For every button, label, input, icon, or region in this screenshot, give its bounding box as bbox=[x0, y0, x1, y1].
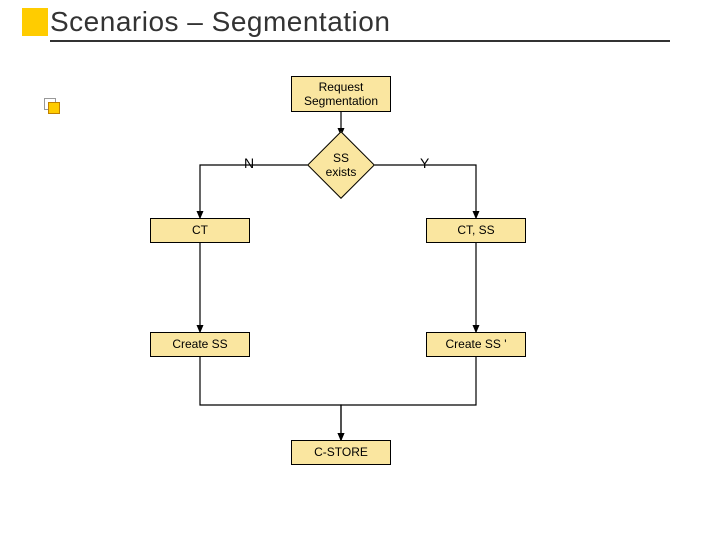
node-ssexists: SSexists bbox=[311, 135, 371, 195]
branch-label-y: Y bbox=[420, 155, 429, 171]
edge-ssexists-ctss bbox=[371, 165, 476, 218]
slide-title: Scenarios – Segmentation bbox=[50, 6, 390, 38]
node-ctss: CT, SS bbox=[426, 218, 526, 243]
node-cstore: C-STORE bbox=[291, 440, 391, 465]
node-ct: CT bbox=[150, 218, 250, 243]
node-createss: Create SS bbox=[150, 332, 250, 357]
edge-ssexists-ct bbox=[200, 165, 311, 218]
title-bullet-icon bbox=[22, 8, 48, 36]
slide-title-block: Scenarios – Segmentation bbox=[22, 6, 390, 38]
node-createssp: Create SS ' bbox=[426, 332, 526, 357]
branch-label-n: N bbox=[244, 155, 254, 171]
edge-createssp-cstore bbox=[341, 357, 476, 440]
title-underline bbox=[50, 40, 670, 42]
node-request: RequestSegmentation bbox=[291, 76, 391, 112]
edge-createss-cstore bbox=[200, 357, 341, 440]
